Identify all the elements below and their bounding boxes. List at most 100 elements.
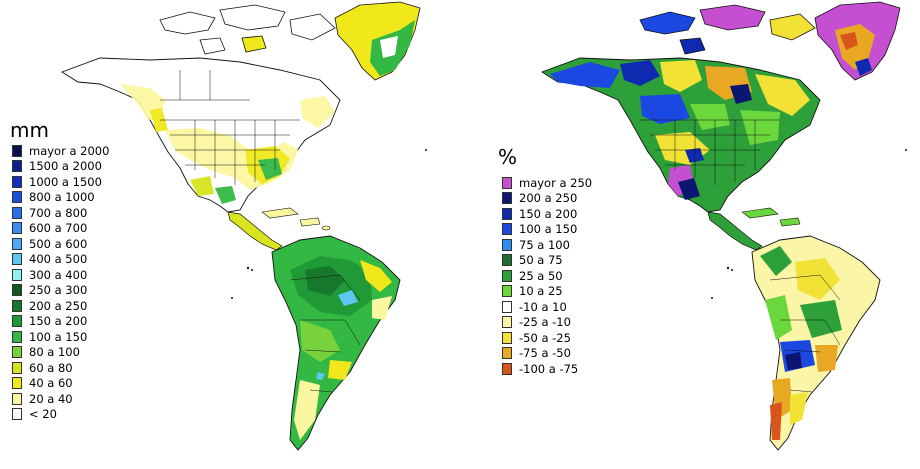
south-america-precip: [290, 256, 392, 440]
caribbean-islands: [741, 207, 801, 227]
legend-label: 40 a 60: [29, 376, 73, 391]
legend-entry: 1000 a 1500: [12, 174, 109, 190]
legend-swatch: [502, 285, 512, 298]
legend-entry: 150 a 200: [502, 206, 592, 222]
legend-label: 250 a 300: [29, 283, 88, 298]
legend-swatch: [502, 192, 512, 205]
legend-swatch: [12, 315, 22, 328]
legend-entry: 1500 a 2000: [12, 159, 109, 175]
legend-label: 700 a 800: [29, 205, 88, 220]
legend-entry: -75 a -50: [502, 346, 592, 362]
legend-label: 20 a 40: [29, 391, 73, 406]
legend-entry: 20 a 40: [12, 391, 109, 407]
legend-label: mayor a 2000: [29, 143, 110, 158]
legend-label: 60 a 80: [29, 360, 73, 375]
precipitation-unit: mm: [10, 118, 49, 142]
legend-label: 300 a 400: [29, 267, 88, 282]
legend-entry: 25 a 50: [502, 268, 592, 284]
legend-entry: -25 a -10: [502, 315, 592, 331]
caribbean-islands: [261, 207, 331, 231]
legend-label: 50 a 75: [519, 253, 563, 268]
legend-swatch: [12, 392, 22, 405]
legend-label: < 20: [29, 407, 57, 422]
legend-label: -75 a -50: [519, 346, 571, 361]
legend-swatch: [502, 362, 512, 375]
political-boundaries-sa: [769, 274, 841, 393]
legend-label: 10 a 25: [519, 284, 563, 299]
legend-label: 80 a 100: [29, 345, 80, 360]
legend-label: 600 a 700: [29, 221, 88, 236]
precipitation-map: [60, 1, 427, 451]
legend-entry: -50 a -25: [502, 330, 592, 346]
legend-swatch: [12, 268, 22, 281]
legend-label: 800 a 1000: [29, 190, 95, 205]
central-america: [227, 211, 283, 251]
legend-entry: 500 a 600: [12, 236, 109, 252]
legend-swatch: [502, 347, 512, 360]
arctic-islands: [159, 4, 336, 55]
legend-swatch: [12, 346, 22, 359]
legend-entry: 250 a 300: [12, 283, 109, 299]
political-boundaries-na: [640, 119, 780, 185]
legend-swatch: [502, 207, 512, 220]
legend-entry: 300 a 400: [12, 267, 109, 283]
legend-swatch: [12, 144, 22, 157]
legend-entry: 40 a 60: [12, 376, 109, 392]
arctic-islands: [639, 4, 816, 55]
legend-entry: 10 a 25: [502, 284, 592, 300]
legend-swatch: [12, 299, 22, 312]
legend-label: 1000 a 1500: [29, 174, 102, 189]
precipitation-map-panel: mm mayor a 2000 1500 a 2000 1000 a 1500 800…: [0, 0, 440, 469]
legend-swatch: [12, 253, 22, 266]
legend-entry: 200 a 250: [502, 191, 592, 207]
legend-swatch: [12, 408, 22, 421]
north-america-anomaly: [550, 60, 810, 200]
political-boundaries-na: [160, 70, 300, 185]
legend-entry: 150 a 200: [12, 314, 109, 330]
legend-label: -10 a 10: [519, 299, 567, 314]
legend-swatch: [502, 238, 512, 251]
legend-swatch: [502, 331, 512, 344]
legend-entry: 400 a 500: [12, 252, 109, 268]
legend-label: -50 a -25: [519, 330, 571, 345]
legend-swatch: [12, 191, 22, 204]
legend-label: 25 a 50: [519, 268, 563, 283]
pacific-islands: [711, 149, 907, 299]
legend-label: -100 a -75: [519, 361, 579, 376]
anomaly-legend: mayor a 250 200 a 250 150 a 200 100 a 150 75…: [502, 175, 592, 377]
legend-entry: 80 a 100: [12, 345, 109, 361]
legend-swatch: [502, 176, 512, 189]
legend-label: 100 a 150: [519, 222, 578, 237]
legend-label: 150 a 200: [29, 314, 88, 329]
legend-entry: 700 a 800: [12, 205, 109, 221]
legend-label: 500 a 600: [29, 236, 88, 251]
legend-entry: 800 a 1000: [12, 190, 109, 206]
south-america-anomaly: [760, 246, 868, 440]
legend-entry: 50 a 75: [502, 253, 592, 269]
greenland-interior: [380, 36, 398, 58]
legend-swatch: [12, 377, 22, 390]
anomaly-map: [540, 1, 907, 451]
legend-swatch: [502, 223, 512, 236]
legend-entry: 100 a 150: [502, 222, 592, 238]
anomaly-map-panel: % mayor a 250 200 a 250 150 a 200 100 a 150…: [480, 0, 920, 469]
legend-label: 1500 a 2000: [29, 159, 102, 174]
legend-entry: mayor a 250: [502, 175, 592, 191]
greenland-anomaly-very-dry: [840, 32, 858, 50]
legend-entry: 60 a 80: [12, 360, 109, 376]
legend-swatch: [12, 160, 22, 173]
legend-swatch: [12, 237, 22, 250]
legend-swatch: [12, 361, 22, 374]
legend-label: mayor a 250: [519, 175, 593, 190]
political-boundaries-sa: [289, 274, 361, 393]
pacific-islands: [231, 149, 427, 299]
legend-swatch: [12, 175, 22, 188]
legend-swatch: [502, 254, 512, 267]
central-america: [707, 211, 763, 251]
legend-label: 200 a 250: [29, 298, 88, 313]
legend-label: 400 a 500: [29, 252, 88, 267]
legend-swatch: [502, 316, 512, 329]
legend-swatch: [502, 300, 512, 313]
legend-swatch: [12, 222, 22, 235]
legend-label: 75 a 100: [519, 237, 570, 252]
